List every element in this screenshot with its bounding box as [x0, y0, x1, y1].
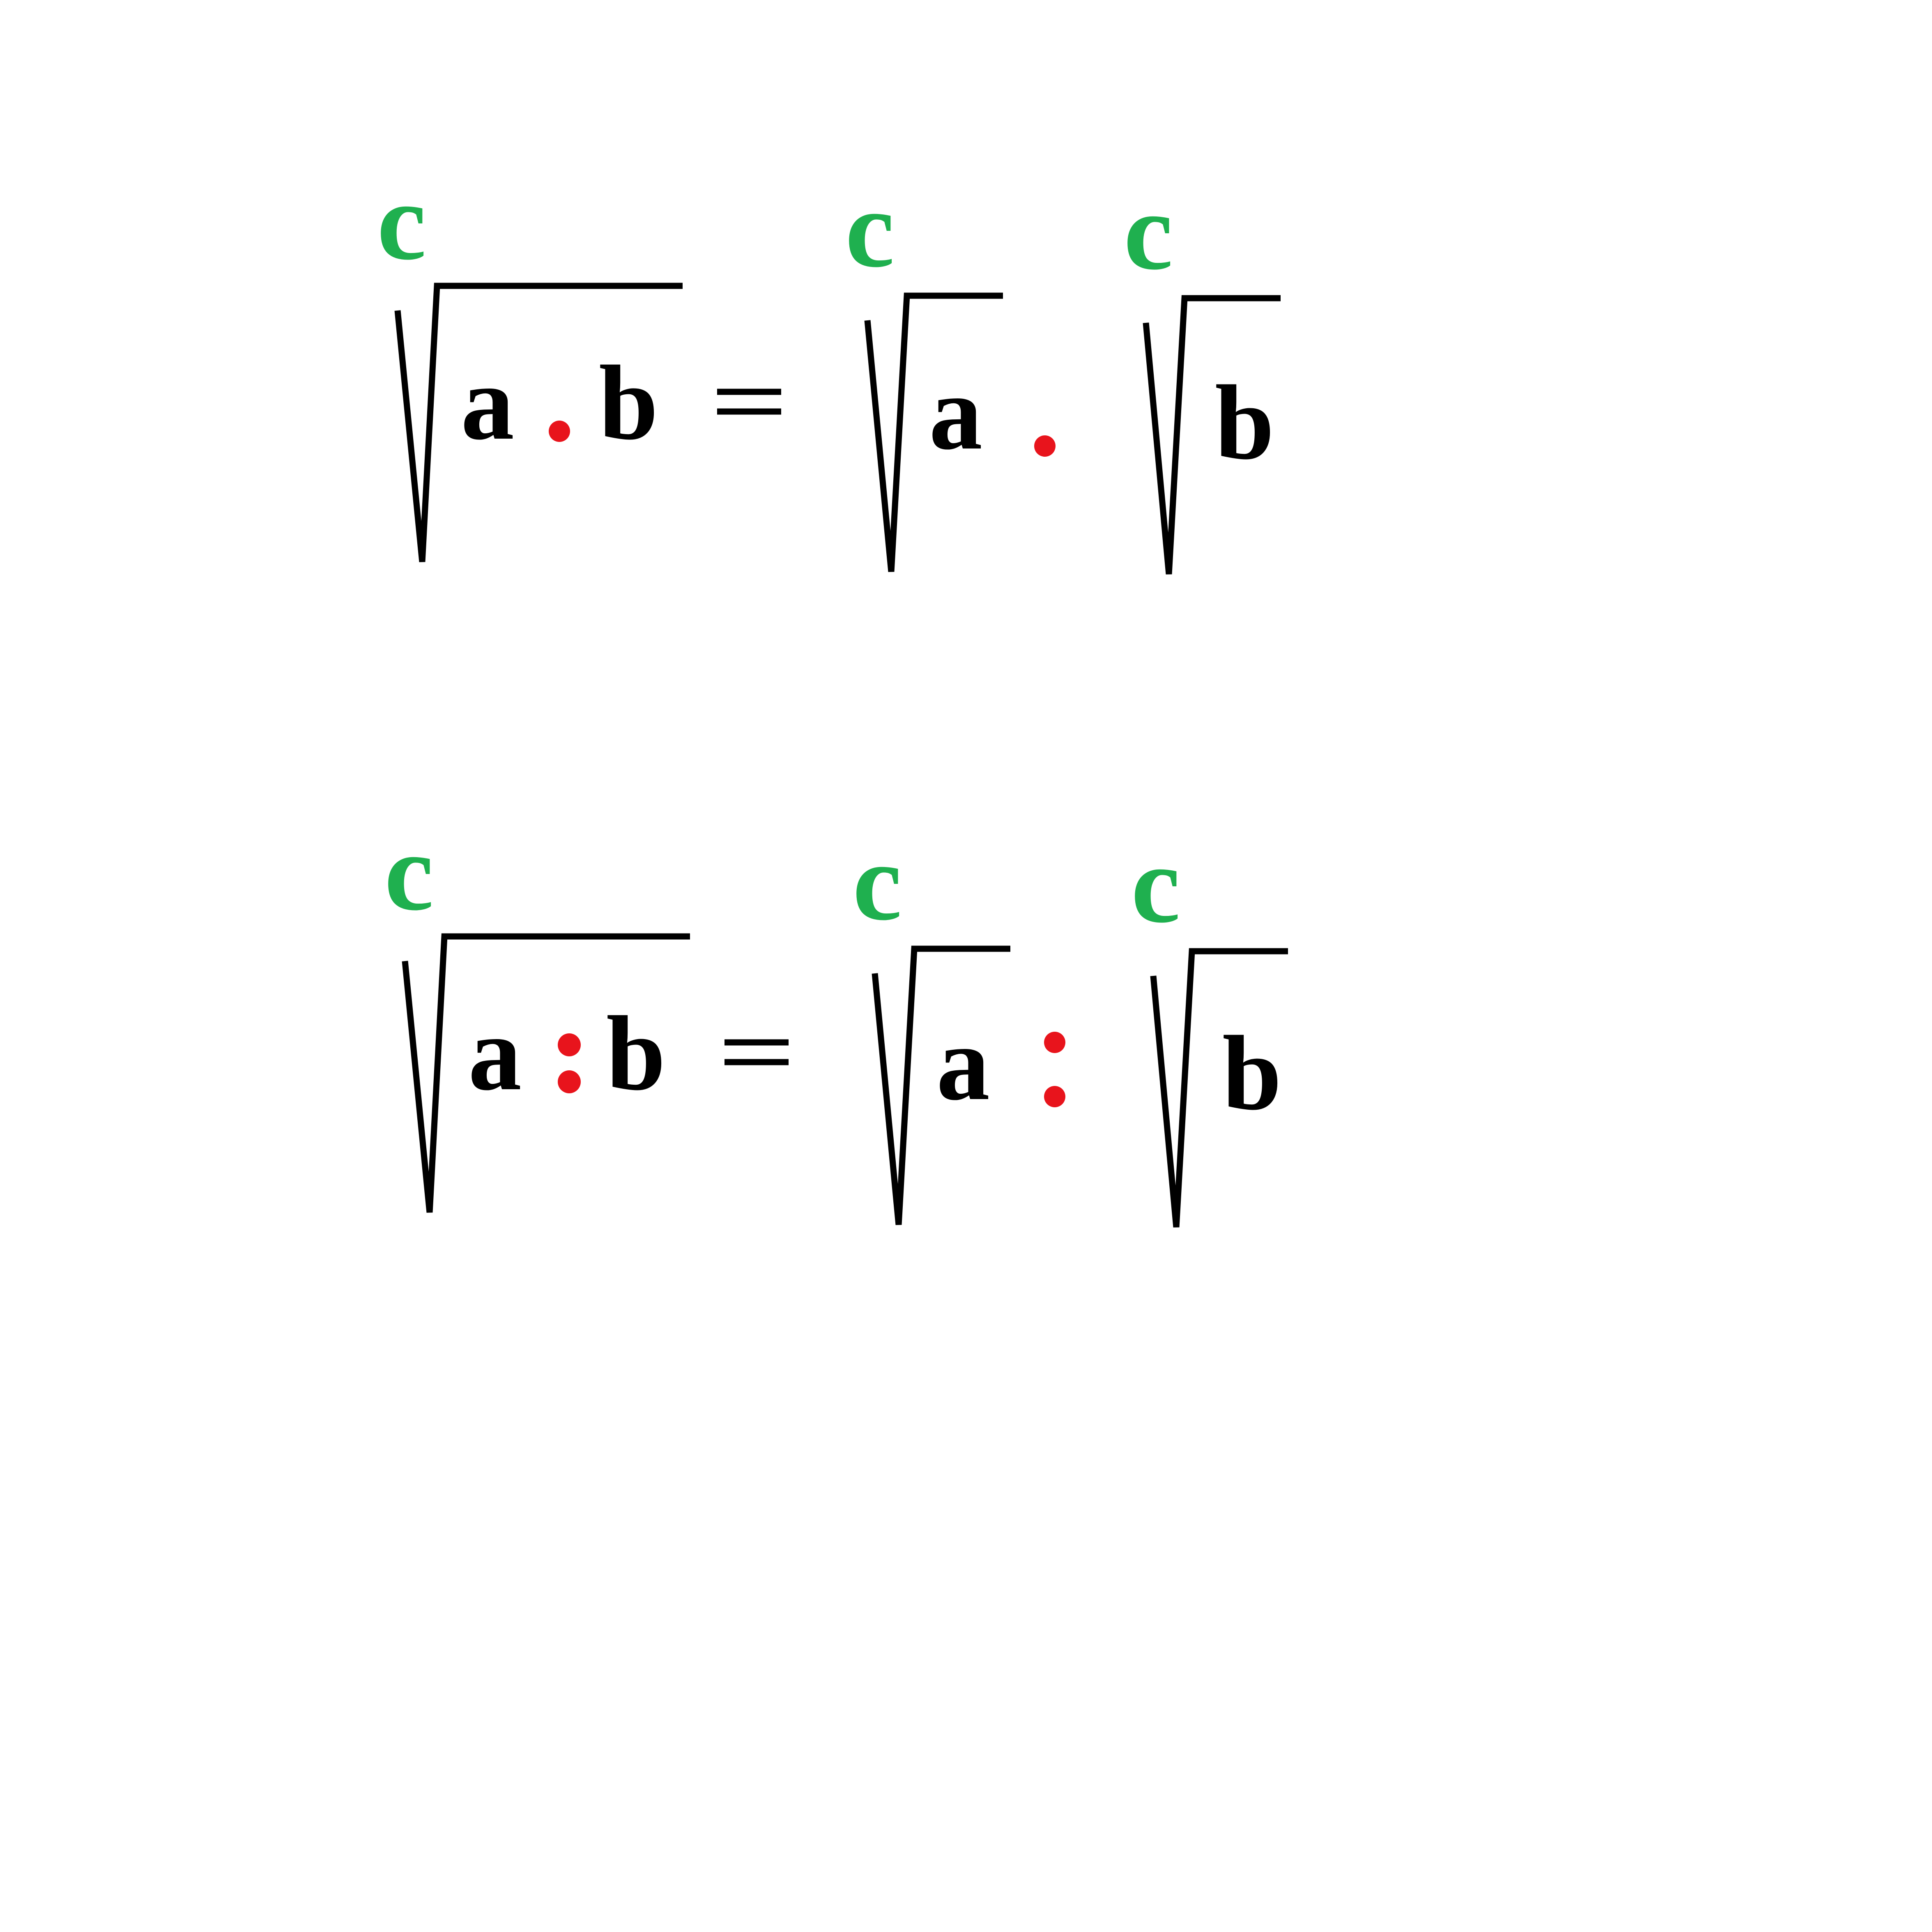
lhs-radicand-b: b: [599, 344, 658, 462]
lhs-index-c: c: [384, 811, 434, 934]
rhs-multiply-dot: [1034, 435, 1056, 457]
equals-sign: [717, 389, 781, 415]
lhs-multiply-dot: [549, 421, 570, 442]
equation-quotient-rule: c a b c a c b: [384, 811, 1288, 1228]
rhs-first-radicand-a: a: [936, 1004, 990, 1122]
rhs-second-radicand-b: b: [1215, 363, 1274, 482]
rhs-first-index-c: c: [853, 821, 902, 943]
equals-sign: [724, 1039, 789, 1065]
rhs-first-index-c: c: [845, 168, 895, 290]
rhs-first-radical-sign: [864, 292, 1003, 572]
rhs-second-radicand-b: b: [1222, 1014, 1282, 1132]
rhs-second-radical-sign: [1143, 295, 1281, 575]
lhs-radicand-a: a: [461, 344, 514, 462]
rhs-second-radical-sign: [1150, 948, 1288, 1228]
rhs-second-index-c: c: [1131, 823, 1180, 946]
lhs-index-c: c: [377, 160, 426, 283]
rhs-second-index-c: c: [1124, 170, 1173, 293]
lhs-radical-sign: [402, 933, 690, 1213]
lhs-radicand-a: a: [468, 994, 522, 1113]
lhs-divide-colon: [558, 1033, 581, 1093]
equation-product-rule: c a b c a c b: [377, 160, 1281, 575]
lhs-radicand-b: b: [606, 994, 666, 1113]
rhs-first-radical-sign: [872, 945, 1010, 1225]
rhs-divide-colon: [1044, 1032, 1065, 1107]
lhs-radical-sign: [394, 283, 683, 562]
rhs-first-radicand-a: a: [929, 354, 982, 472]
